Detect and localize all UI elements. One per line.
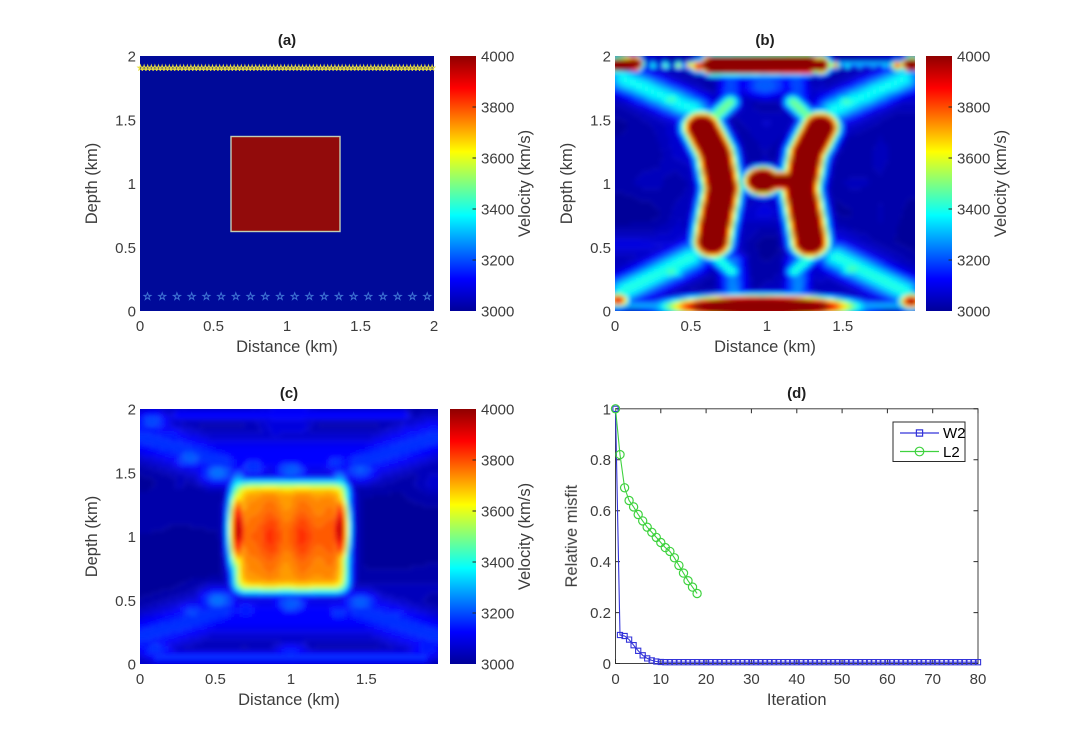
svg-text:1.5: 1.5 [356,671,377,688]
svg-text:1.5: 1.5 [832,318,853,335]
svg-text:3200: 3200 [481,606,514,623]
svg-text:Distance (km): Distance (km) [236,338,338,356]
svg-text:(d): (d) [787,385,806,402]
svg-text:Velocity (km/s): Velocity (km/s) [992,130,1010,237]
svg-text:Relative misfit: Relative misfit [563,484,581,587]
svg-text:3400: 3400 [481,555,514,572]
svg-text:3000: 3000 [481,304,514,321]
svg-text:4000: 4000 [481,402,514,419]
svg-text:1: 1 [603,176,611,193]
svg-text:0: 0 [603,656,611,673]
svg-text:(a): (a) [278,32,296,49]
svg-text:1.5: 1.5 [115,112,136,129]
svg-text:40: 40 [788,671,805,688]
svg-text:50: 50 [834,671,851,688]
svg-text:1: 1 [283,318,291,335]
svg-text:2: 2 [430,318,438,335]
svg-text:1: 1 [763,318,771,335]
svg-text:1: 1 [603,401,611,418]
svg-text:3800: 3800 [481,453,514,470]
svg-text:4000: 4000 [957,49,990,66]
svg-text:0.4: 0.4 [590,554,611,571]
svg-text:0.5: 0.5 [681,318,702,335]
svg-text:3400: 3400 [957,202,990,219]
svg-text:10: 10 [652,671,669,688]
svg-text:Velocity (km/s): Velocity (km/s) [516,483,534,590]
svg-text:0: 0 [603,304,611,321]
svg-text:1: 1 [287,671,295,688]
svg-text:1.5: 1.5 [350,318,371,335]
svg-text:0.8: 0.8 [590,452,611,469]
svg-text:2: 2 [128,49,136,66]
svg-text:0.6: 0.6 [590,503,611,520]
svg-text:3000: 3000 [957,304,990,321]
svg-text:0.2: 0.2 [590,605,611,622]
svg-text:Velocity (km/s): Velocity (km/s) [516,130,534,237]
svg-text:(b): (b) [755,32,774,49]
svg-text:Depth (km): Depth (km) [83,496,101,578]
svg-text:Distance (km): Distance (km) [714,338,816,356]
svg-text:20: 20 [698,671,715,688]
svg-text:1.5: 1.5 [115,465,136,482]
svg-text:0.5: 0.5 [205,671,226,688]
svg-text:60: 60 [879,671,896,688]
svg-text:0: 0 [128,304,136,321]
svg-text:80: 80 [970,671,987,688]
svg-text:3600: 3600 [481,151,514,168]
svg-text:Depth (km): Depth (km) [558,143,576,225]
svg-text:L2: L2 [943,444,960,461]
svg-text:1: 1 [128,176,136,193]
svg-text:Depth (km): Depth (km) [83,143,101,225]
svg-text:0.5: 0.5 [115,240,136,257]
svg-text:3600: 3600 [481,504,514,521]
svg-text:Iteration: Iteration [767,691,827,709]
svg-text:3200: 3200 [481,253,514,270]
svg-text:0.5: 0.5 [115,593,136,610]
svg-text:1: 1 [128,529,136,546]
svg-text:0.5: 0.5 [203,318,224,335]
svg-text:3600: 3600 [957,151,990,168]
svg-text:Distance (km): Distance (km) [238,691,340,709]
svg-text:2: 2 [128,402,136,419]
svg-text:3800: 3800 [957,100,990,117]
svg-text:0.5: 0.5 [590,240,611,257]
svg-text:0: 0 [611,318,619,335]
svg-text:1.5: 1.5 [590,112,611,129]
svg-text:W2: W2 [943,425,966,442]
svg-text:0: 0 [136,671,144,688]
svg-text:30: 30 [743,671,760,688]
svg-text:3800: 3800 [481,100,514,117]
svg-text:0: 0 [611,671,619,688]
svg-text:70: 70 [924,671,941,688]
svg-text:4000: 4000 [481,49,514,66]
svg-text:3000: 3000 [481,657,514,674]
svg-text:0: 0 [128,657,136,674]
svg-text:3400: 3400 [481,202,514,219]
svg-text:0: 0 [136,318,144,335]
svg-text:(c): (c) [280,385,298,402]
svg-text:3200: 3200 [957,253,990,270]
svg-text:2: 2 [603,49,611,66]
